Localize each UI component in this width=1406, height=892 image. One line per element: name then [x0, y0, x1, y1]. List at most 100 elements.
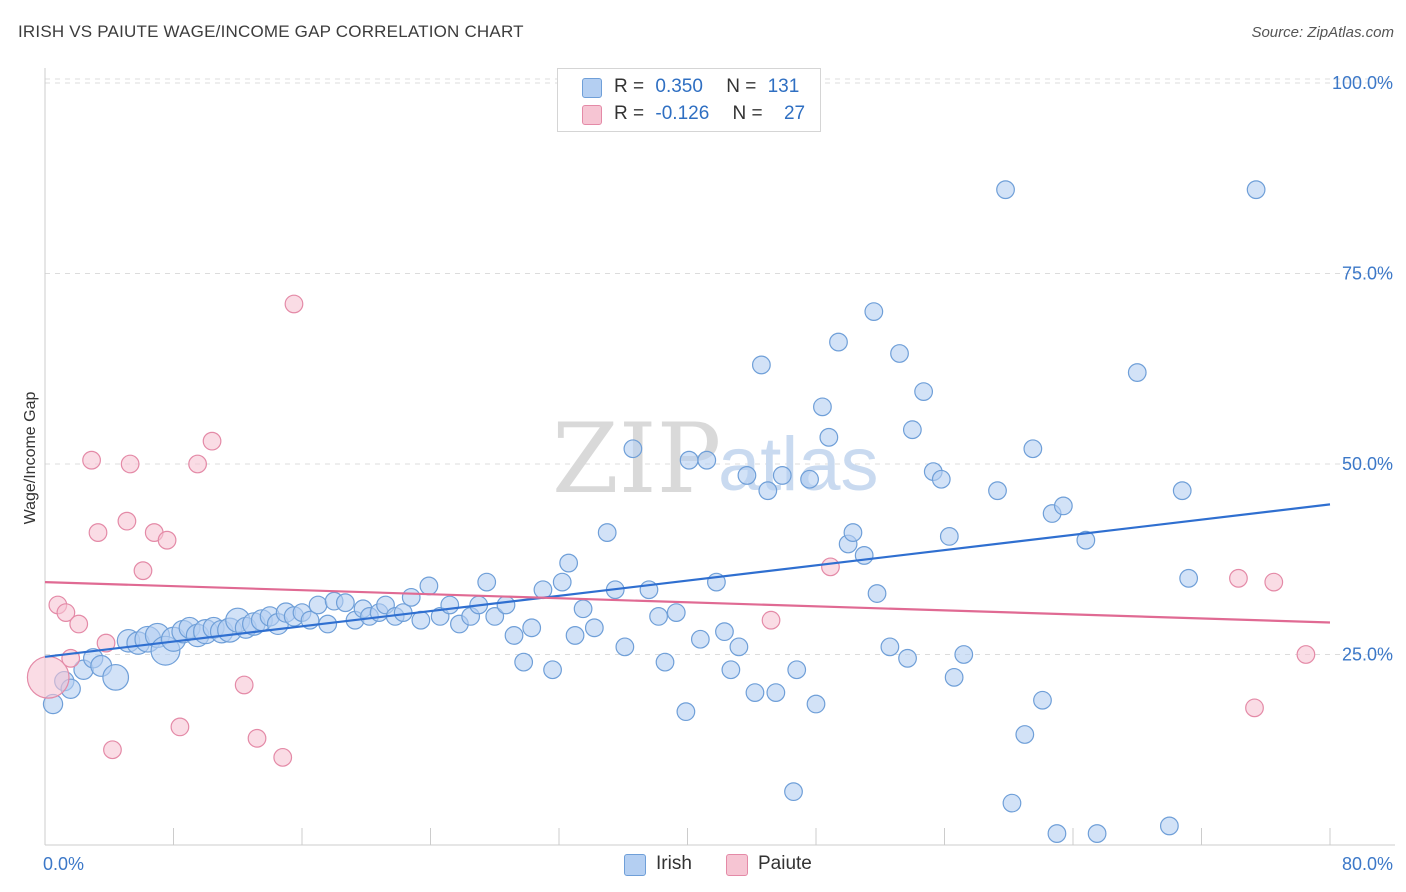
data-point-irish	[751, 355, 771, 375]
data-point-paiute	[821, 557, 840, 577]
data-point-irish	[1033, 690, 1052, 710]
data-point-irish	[988, 481, 1007, 501]
data-point-irish	[721, 660, 741, 680]
data-point-irish	[787, 660, 807, 680]
data-point-irish	[1053, 496, 1073, 516]
data-point-paiute	[120, 454, 140, 474]
data-point-irish	[1127, 363, 1147, 382]
data-point-paiute	[1229, 568, 1248, 588]
watermark-atlas: atlas	[718, 422, 879, 507]
data-point-paiute	[202, 431, 222, 451]
data-point-irish	[584, 618, 604, 638]
data-point-paiute	[247, 728, 267, 748]
data-point-irish	[954, 645, 974, 664]
data-point-irish	[806, 694, 826, 714]
series-swatch-paiute	[726, 854, 748, 876]
x-tick-label: 80.0%	[1342, 854, 1393, 874]
data-point-paiute	[234, 675, 254, 695]
data-point-irish	[996, 180, 1015, 200]
data-point-irish	[1087, 824, 1107, 843]
legend-r-label: R =	[614, 76, 645, 97]
y-tick-label: 75.0%	[1342, 264, 1393, 284]
chart-title: IRISH VS PAIUTE WAGE/INCOME GAP CORRELAT…	[18, 22, 524, 41]
data-point-irish	[401, 587, 421, 607]
data-point-paiute	[56, 603, 76, 622]
data-point-irish	[485, 607, 505, 626]
data-point-irish	[729, 637, 749, 657]
trend-layer	[44, 503, 1331, 658]
data-point-paiute	[188, 454, 207, 474]
data-point-irish	[533, 580, 553, 600]
data-point-irish	[697, 450, 717, 470]
chart-source: Source: ZipAtlas.com	[1251, 24, 1394, 41]
legend-swatch-paiute	[582, 105, 602, 125]
data-point-irish	[690, 629, 710, 649]
legend-n-label: N =	[732, 103, 763, 124]
data-point-irish	[1047, 824, 1067, 843]
data-point-paiute	[761, 610, 781, 630]
data-point-irish	[335, 593, 355, 613]
data-point-irish	[800, 469, 819, 489]
legend-swatch-irish	[582, 78, 602, 98]
data-point-irish	[514, 652, 534, 672]
y-tick-label: 25.0%	[1342, 645, 1393, 665]
data-point-irish	[854, 546, 874, 565]
data-point-irish	[676, 702, 696, 722]
data-point-irish	[890, 344, 909, 363]
data-point-irish	[944, 667, 964, 687]
data-point-paiute	[157, 530, 177, 550]
data-point-paiute	[88, 523, 108, 542]
data-point-irish	[552, 572, 572, 592]
data-point-irish	[1246, 180, 1266, 200]
data-point-irish	[496, 595, 516, 615]
data-point-paiute	[82, 450, 101, 470]
data-point-irish	[843, 523, 863, 542]
trend-line-irish	[44, 503, 1331, 658]
data-point-irish	[623, 439, 643, 459]
legend-n-value: 27	[783, 103, 806, 124]
data-point-irish	[914, 382, 934, 402]
x-tick-label: 0.0%	[43, 854, 84, 874]
series-label-irish: Irish	[656, 853, 692, 874]
data-point-irish	[1002, 793, 1022, 813]
data-point-irish	[565, 626, 585, 645]
data-point-irish	[308, 595, 328, 615]
data-point-irish	[864, 302, 884, 322]
data-point-irish	[829, 332, 848, 352]
labels-layer: 25.0% 50.0% 75.0% 100.0% 0.0% 80.0%	[43, 73, 1393, 874]
data-point-irish	[504, 626, 524, 645]
data-point-irish	[745, 683, 765, 702]
data-point-irish	[902, 420, 922, 440]
data-point-irish	[772, 466, 792, 485]
legend-n-value: 131	[767, 76, 800, 97]
data-point-irish	[477, 572, 497, 592]
data-point-paiute	[273, 747, 293, 767]
y-tick-label: 100.0%	[1332, 73, 1393, 93]
points-layer	[26, 180, 1316, 843]
data-point-irish	[440, 595, 460, 615]
axes-layer	[44, 68, 1395, 846]
series-swatch-irish	[624, 854, 646, 876]
data-point-irish	[666, 603, 686, 622]
data-point-irish	[813, 397, 832, 417]
data-point-irish	[737, 466, 757, 485]
series-legend: Irish Paiute	[0, 850, 1406, 880]
data-point-paiute	[284, 294, 304, 314]
data-point-irish	[880, 637, 900, 657]
data-point-irish	[615, 637, 635, 657]
data-point-paiute	[133, 561, 153, 581]
correlation-legend: R = 0.350 N = 131 R = -0.126 N = 27	[557, 68, 821, 132]
legend-r-label: R =	[614, 103, 645, 124]
legend-n-label: N =	[726, 76, 757, 97]
data-point-paiute	[1296, 645, 1316, 664]
data-point-irish	[898, 648, 917, 668]
data-point-irish	[758, 481, 778, 501]
data-point-irish	[573, 599, 593, 619]
data-point-paiute	[69, 614, 89, 634]
data-point-irish	[559, 553, 579, 573]
data-point-paiute	[1264, 572, 1284, 592]
data-point-paiute	[170, 717, 190, 737]
legend-r-value: 0.350	[655, 76, 703, 97]
data-point-irish	[679, 450, 699, 470]
